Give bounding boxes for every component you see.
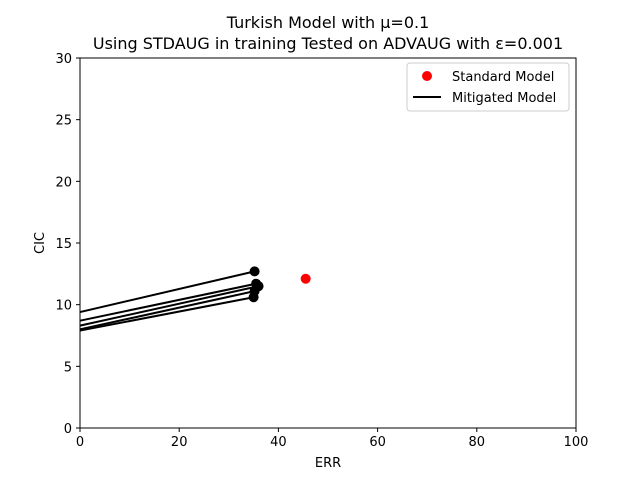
x-tick-label: 20: [171, 435, 188, 450]
mitigated-model-point: [248, 292, 259, 303]
y-tick-label: 25: [55, 114, 72, 129]
standard-model-point: [300, 273, 311, 284]
mitigated-model-line: [79, 296, 254, 332]
plot-frame: [79, 57, 577, 429]
y-tick-label: 10: [55, 299, 72, 314]
legend-box: [406, 62, 570, 112]
chart-title-line2: Using STDAUG in training Tested on ADVAU…: [93, 34, 563, 53]
x-axis: 0 20 40 60 80 100: [76, 428, 589, 450]
y-tick-label: 20: [55, 175, 72, 190]
legend: Standard Model Mitigated Model: [406, 62, 570, 112]
mitigated-model-line: [79, 285, 259, 327]
x-axis-label: ERR: [315, 456, 341, 471]
legend-marker-standard-model: [422, 71, 432, 81]
mitigated-model-line: [79, 282, 257, 322]
y-tick-label: 5: [64, 360, 72, 375]
chart-title-line1: Turkish Model with μ=0.1: [226, 13, 430, 32]
mitigated-model-line: [79, 290, 255, 331]
legend-label-mitigated-model: Mitigated Model: [452, 91, 556, 106]
y-tick-label: 30: [55, 52, 72, 67]
mitigated-model-line: [79, 270, 255, 314]
legend-label-standard-model: Standard Model: [452, 70, 554, 85]
y-tick-label: 0: [64, 422, 72, 437]
x-tick-label: 100: [564, 435, 589, 450]
y-axis: 0 5 10 15 20 25 30: [55, 52, 80, 437]
y-axis-label: CIC: [33, 232, 48, 254]
x-tick-label: 0: [76, 435, 84, 450]
x-tick-label: 40: [270, 435, 287, 450]
y-tick-label: 15: [55, 237, 72, 252]
mitigated-model-point: [249, 266, 260, 277]
x-tick-label: 80: [469, 435, 486, 450]
plot-content: [79, 266, 311, 332]
x-tick-label: 60: [369, 435, 386, 450]
